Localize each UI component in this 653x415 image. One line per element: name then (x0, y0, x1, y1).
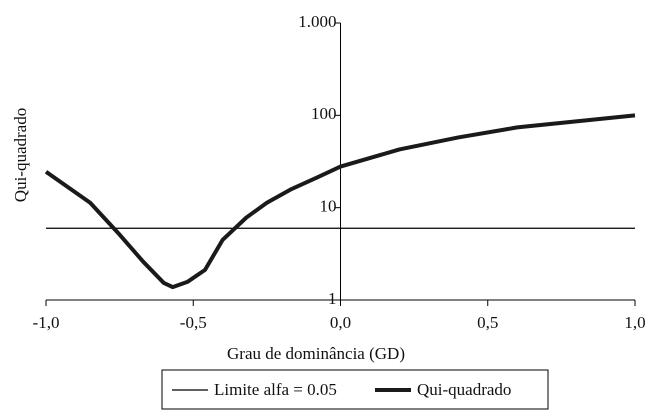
x-tick-label: 0,0 (330, 313, 351, 332)
x-axis-label: Grau de dominância (GD) (227, 344, 405, 363)
y-tick-label: 1 (328, 289, 337, 308)
y-axis-label: Qui-quadrado (11, 108, 30, 202)
legend-label: Qui-quadrado (417, 380, 511, 399)
legend-label: Limite alfa = 0.05 (214, 380, 337, 399)
y-tick-label: 1.000 (298, 12, 336, 31)
x-tick-label: -1,0 (33, 313, 60, 332)
x-tick-label: 1,0 (624, 313, 645, 332)
series-line (44, 113, 636, 290)
x-tick-label: -0,5 (180, 313, 207, 332)
legend-box (161, 369, 549, 410)
y-tick-label: 10 (320, 197, 337, 216)
y-tick-label: 100 (311, 104, 337, 123)
x-tick-label: 0,5 (477, 313, 498, 332)
